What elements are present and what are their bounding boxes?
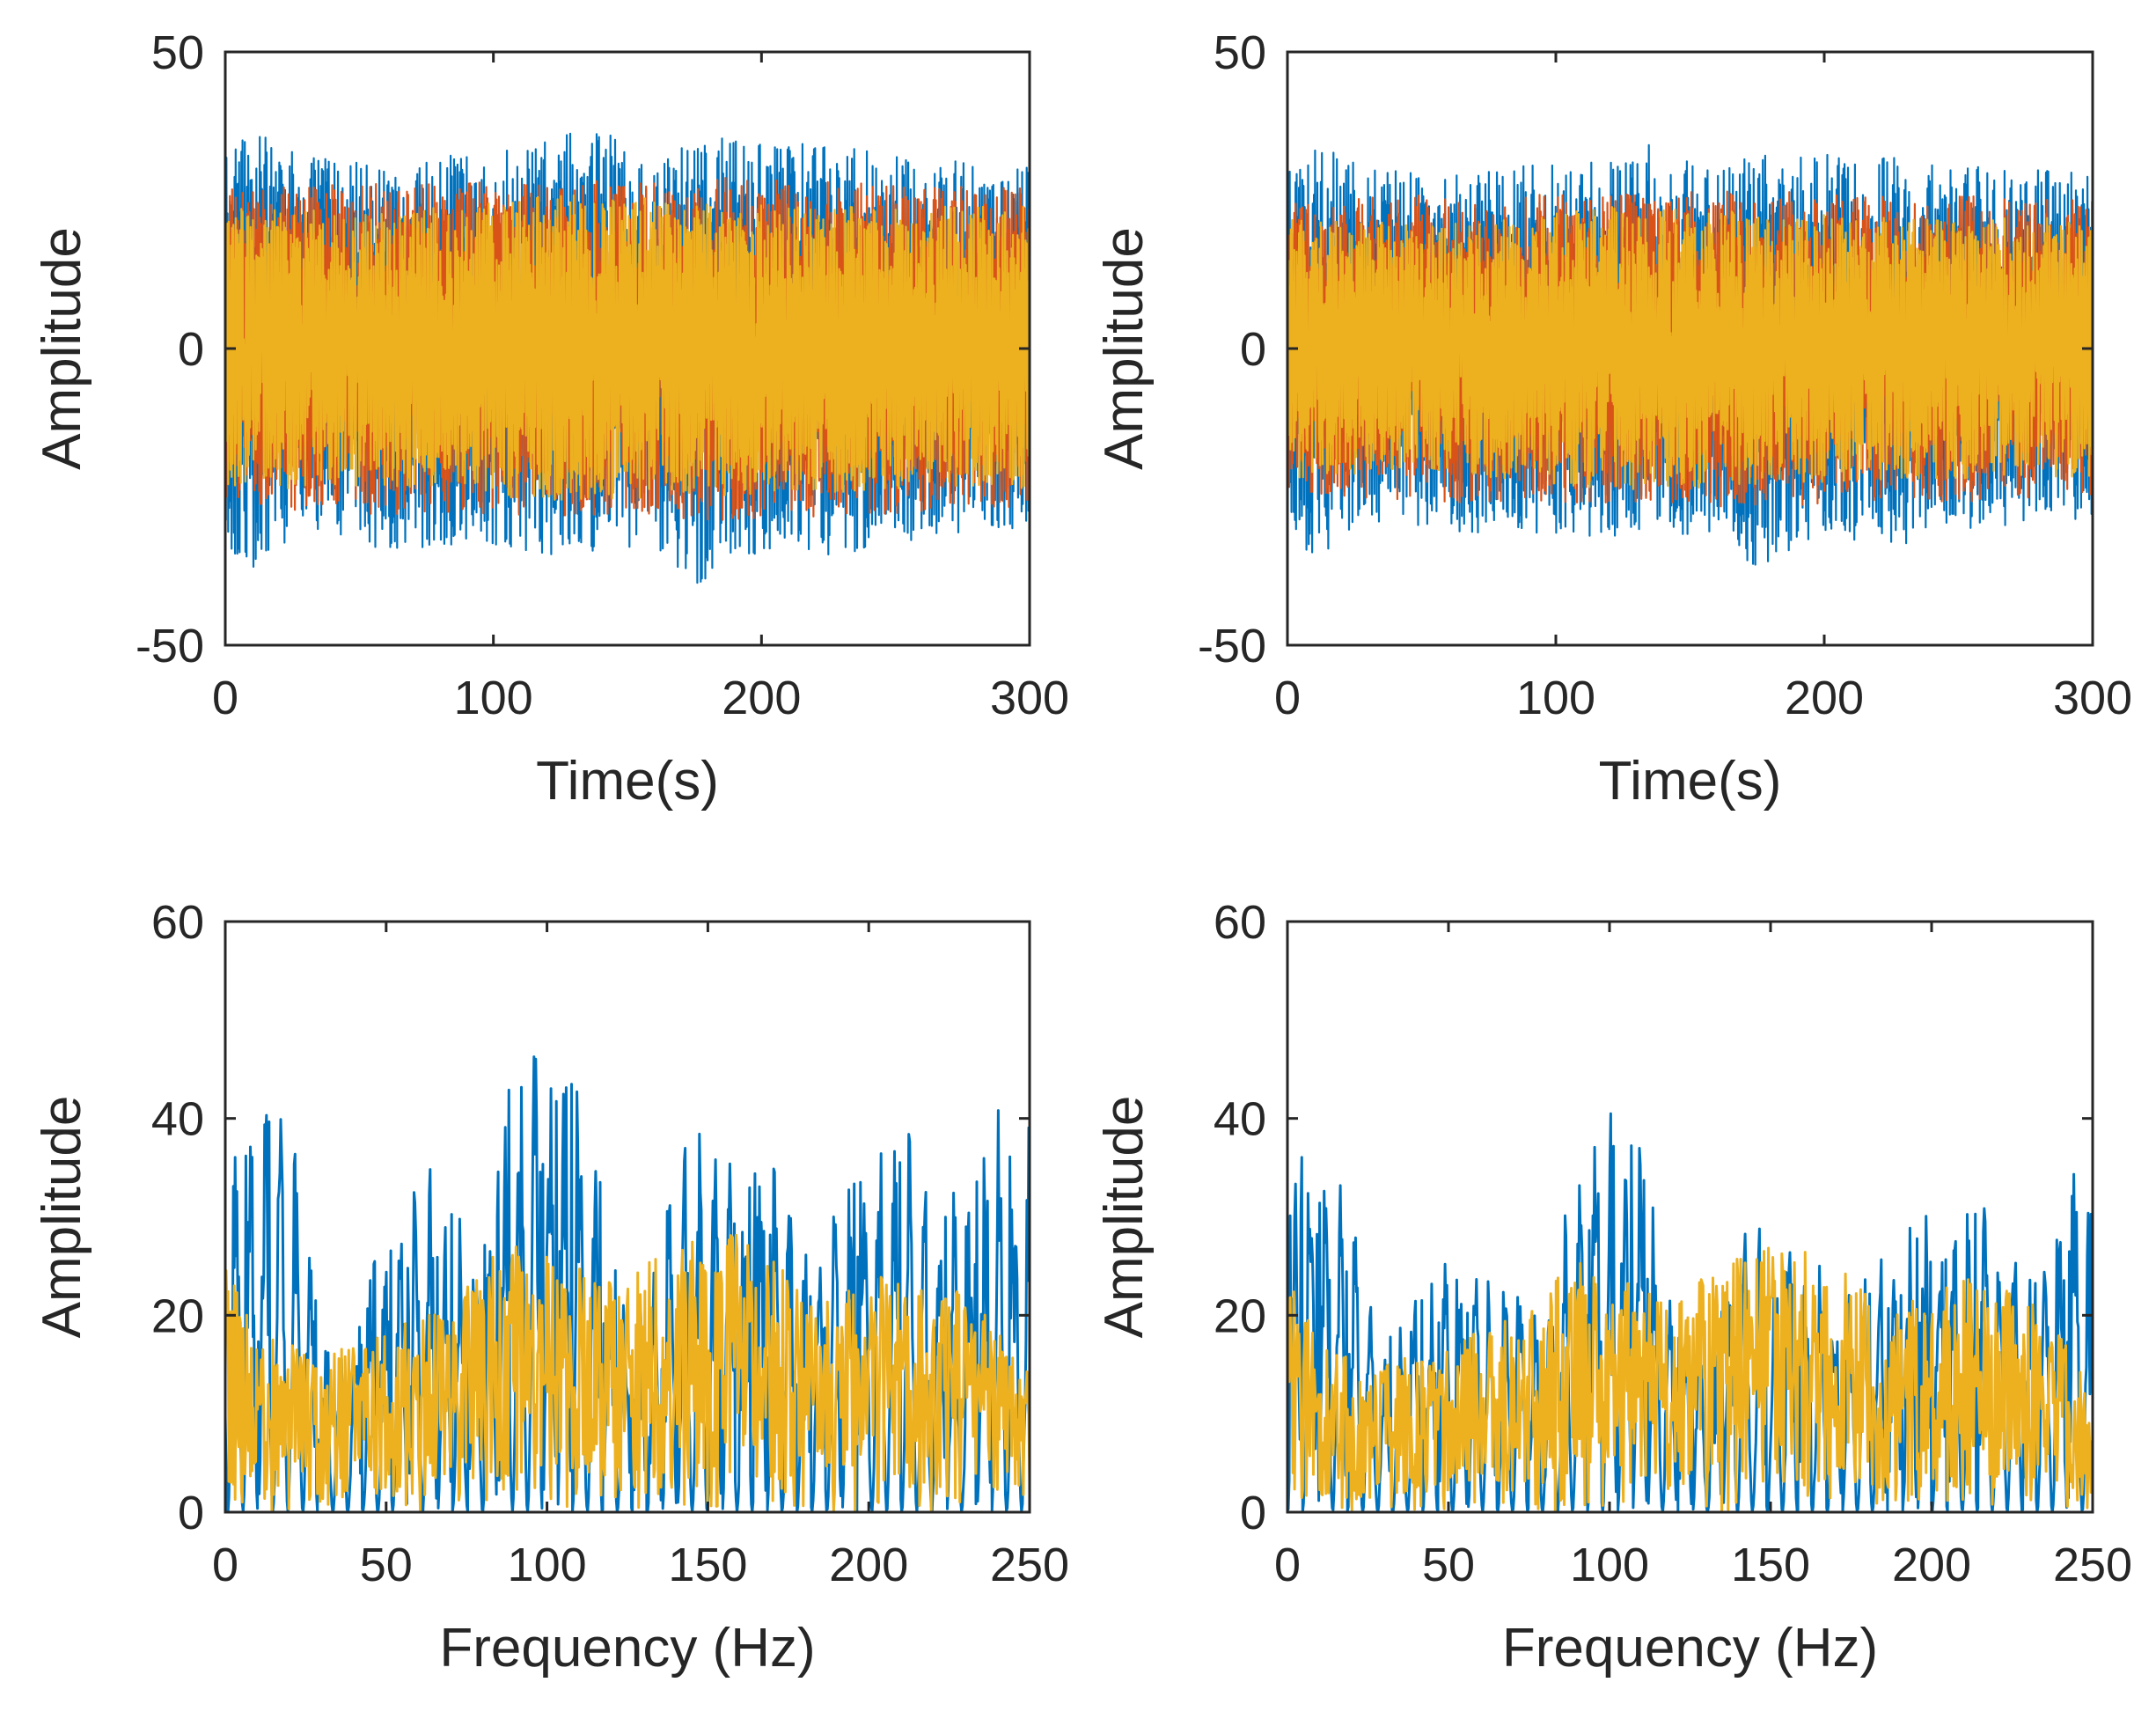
y-tick-label: -50 — [1198, 620, 1266, 672]
panel-frequency-left: 0 50 100 150 200 250 0 20 40 60 Frequency (Hz) Am… — [32, 896, 1069, 1679]
x-tick-label: 50 — [1422, 1539, 1475, 1591]
x-tick-label: 200 — [722, 672, 801, 724]
x-tick-label: 0 — [212, 672, 238, 724]
x-tick-label: 0 — [1274, 672, 1301, 724]
plot-area — [225, 1055, 1030, 1512]
x-tick-label: 250 — [2053, 1539, 2132, 1591]
y-tick-label: 20 — [151, 1289, 204, 1342]
y-tick-label: 40 — [151, 1093, 204, 1146]
y-tick-label: 60 — [151, 896, 204, 949]
x-axis-label: Time(s) — [1599, 751, 1782, 812]
y-tick-label: 0 — [1240, 323, 1266, 376]
series-line-series-2 — [225, 1233, 1030, 1512]
ticks: 0 50 100 150 200 250 0 20 40 60 — [1214, 896, 2132, 1591]
y-tick-label: 50 — [151, 26, 204, 79]
y-tick-label: 0 — [178, 1487, 204, 1539]
x-tick-label: 0 — [1274, 1539, 1301, 1591]
y-axis-label: Amplitude — [32, 227, 92, 470]
x-tick-label: 200 — [1785, 672, 1864, 724]
x-tick-label: 100 — [1570, 1539, 1649, 1591]
axes-frame — [224, 920, 1031, 1514]
x-tick-label: 100 — [508, 1539, 587, 1591]
x-axis-label: Time(s) — [536, 751, 719, 812]
plot-area — [225, 132, 1030, 584]
x-tick-label: 50 — [360, 1539, 413, 1591]
series-line-series-2 — [1287, 1246, 2093, 1512]
y-tick-label: 20 — [1214, 1289, 1266, 1342]
y-tick-label: -50 — [136, 620, 204, 672]
plot-area — [1287, 143, 2093, 566]
y-tick-label: 60 — [1214, 896, 1266, 949]
y-tick-label: 40 — [1214, 1093, 1266, 1146]
x-axis-label: Frequency (Hz) — [439, 1618, 815, 1679]
y-tick-label: 0 — [1240, 1487, 1266, 1539]
x-tick-label: 200 — [1892, 1539, 1971, 1591]
axes-frame — [1286, 920, 2094, 1514]
x-tick-label: 200 — [829, 1539, 908, 1591]
x-tick-label: 250 — [990, 1539, 1069, 1591]
plot-area — [1287, 1112, 2093, 1512]
x-tick-label: 0 — [212, 1539, 238, 1591]
y-tick-label: 0 — [178, 323, 204, 376]
x-axis-label: Frequency (Hz) — [1502, 1618, 1878, 1679]
x-tick-label: 150 — [1731, 1539, 1810, 1591]
x-tick-label: 100 — [454, 672, 533, 724]
y-axis-label: Amplitude — [1094, 1096, 1155, 1339]
y-axis-label: Amplitude — [1094, 227, 1155, 470]
series-line-series-1 — [225, 1055, 1030, 1512]
series-line-series-3 — [225, 194, 1030, 501]
x-tick-label: 150 — [668, 1539, 747, 1591]
x-tick-label: 300 — [990, 672, 1069, 724]
y-axis-label: Amplitude — [32, 1096, 92, 1339]
panel-frequency-right: 0 50 100 150 200 250 0 20 40 60 Frequency (Hz) Am… — [1094, 896, 2132, 1679]
y-tick-label: 50 — [1214, 26, 1266, 79]
x-tick-label: 300 — [2053, 672, 2132, 724]
ticks: 0 50 100 150 200 250 0 20 40 60 — [151, 896, 1069, 1591]
series-line-series-3 — [1287, 206, 2093, 490]
x-tick-label: 100 — [1516, 672, 1595, 724]
